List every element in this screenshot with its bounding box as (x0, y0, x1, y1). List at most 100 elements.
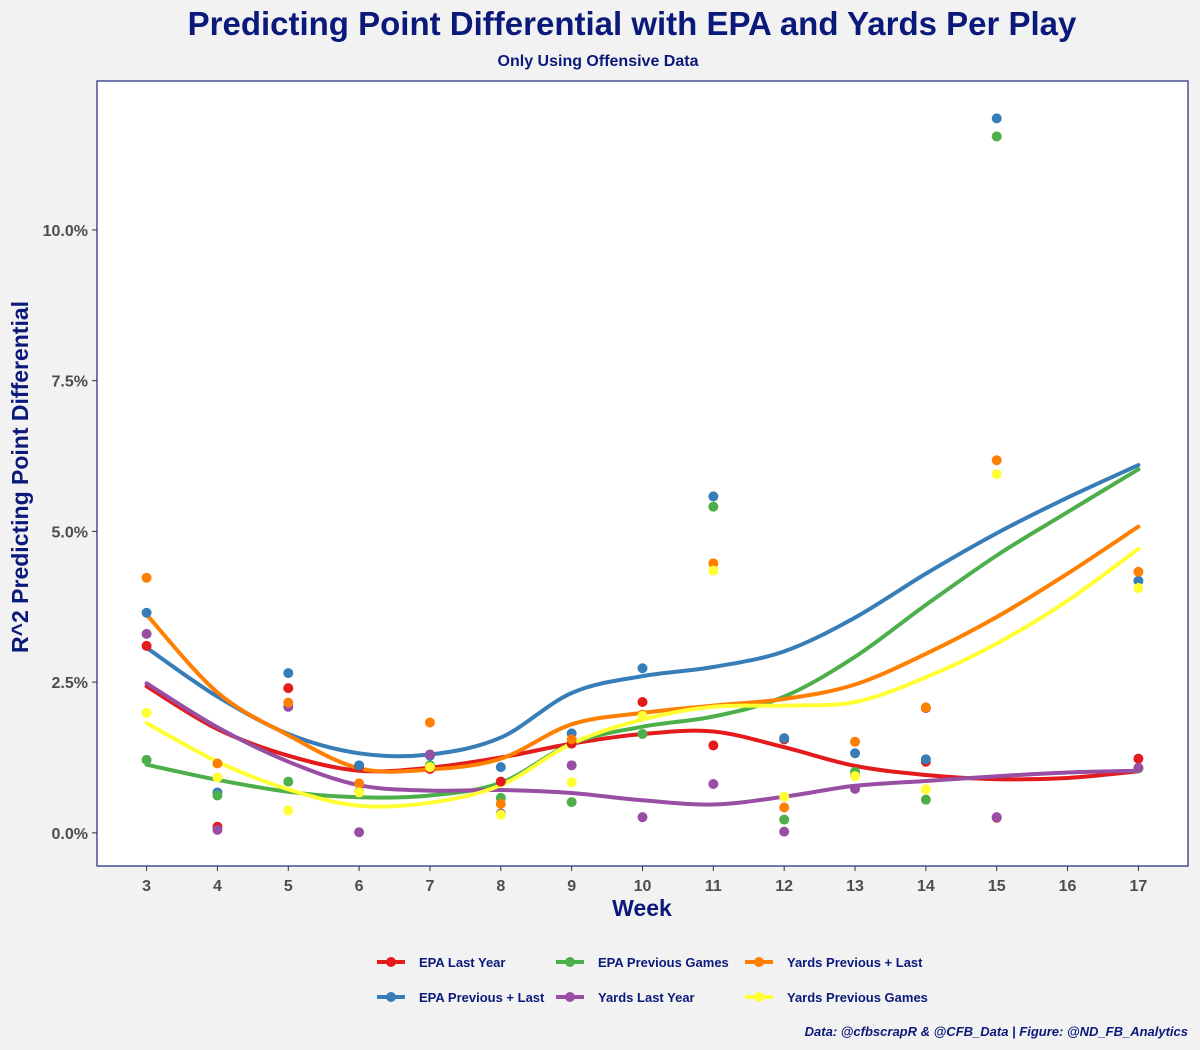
x-tick-label: 6 (355, 878, 364, 895)
data-point (991, 455, 1002, 466)
smooth-line-3 (144, 681, 1141, 807)
data-point (920, 754, 931, 765)
y-axis: 0.0% 2.5% 5.0% 7.5% 10.0% (43, 223, 97, 843)
legend-label: EPA Previous Games (598, 955, 729, 970)
data-point (920, 784, 931, 795)
x-tick-label: 15 (988, 878, 1006, 895)
legend-label: Yards Last Year (598, 990, 695, 1005)
legend-label: EPA Last Year (419, 955, 505, 970)
data-point (920, 702, 931, 713)
data-point (991, 131, 1002, 142)
data-point (495, 762, 506, 773)
data-point (141, 754, 152, 765)
data-point (708, 740, 719, 751)
data-point (424, 762, 435, 773)
data-points (141, 113, 1144, 838)
data-point (354, 827, 365, 838)
data-point (141, 572, 152, 583)
legend-key-point (386, 992, 396, 1002)
data-point (637, 812, 648, 823)
x-axis: 3 4 5 6 7 8 9 10 11 12 13 14 15 16 17 (142, 866, 1147, 895)
data-point (354, 778, 365, 789)
data-point (141, 707, 152, 718)
legend-label: EPA Previous + Last (419, 990, 545, 1005)
data-point (779, 826, 790, 837)
data-point (708, 491, 719, 502)
data-point (850, 783, 861, 794)
x-tick-label: 11 (705, 878, 722, 895)
data-point (637, 697, 648, 708)
data-point (850, 748, 861, 759)
x-tick-label: 3 (142, 878, 151, 895)
x-tick-label: 9 (567, 878, 576, 895)
data-point (424, 717, 435, 728)
data-point (637, 663, 648, 674)
data-point (708, 501, 719, 512)
x-tick-label: 13 (846, 878, 864, 895)
data-point (779, 733, 790, 744)
data-point (212, 772, 223, 783)
data-point (283, 668, 294, 679)
data-point (283, 683, 294, 694)
data-point (779, 791, 790, 802)
data-point (920, 794, 931, 805)
smooth-line-1 (144, 463, 1141, 759)
y-axis-title: R^2 Predicting Point Differential (7, 301, 33, 653)
x-tick-label: 16 (1059, 878, 1077, 895)
legend-key-point (386, 957, 396, 967)
data-point (1133, 762, 1144, 773)
data-point (141, 607, 152, 618)
data-point (141, 640, 152, 651)
data-point (850, 771, 861, 782)
data-point (1133, 583, 1144, 594)
data-point (283, 805, 294, 816)
data-point (495, 809, 506, 820)
x-tick-label: 10 (634, 878, 652, 895)
x-tick-label: 12 (775, 878, 793, 895)
x-tick-label: 5 (284, 878, 293, 895)
legend-key-point (565, 992, 575, 1002)
data-point (991, 469, 1002, 480)
data-point (708, 558, 719, 569)
data-point (566, 734, 577, 745)
data-point (779, 814, 790, 825)
data-point (212, 824, 223, 835)
x-tick-label: 8 (496, 878, 505, 895)
x-axis-title: Week (612, 895, 672, 921)
y-tick-label: 2.5% (52, 675, 88, 692)
data-point (212, 790, 223, 801)
data-point (708, 565, 719, 576)
data-point (850, 736, 861, 747)
data-point (708, 779, 719, 790)
data-point (991, 812, 1002, 823)
x-tick-label: 7 (426, 878, 435, 895)
data-point (354, 787, 365, 798)
x-tick-label: 4 (213, 878, 222, 895)
data-point (212, 758, 223, 769)
legend-key-point (565, 957, 575, 967)
data-point (1133, 575, 1144, 586)
legend-key-point (754, 992, 764, 1002)
data-point (779, 802, 790, 813)
data-point (354, 760, 365, 771)
legend-label: Yards Previous Games (787, 990, 928, 1005)
data-point (495, 798, 506, 809)
data-point (637, 728, 648, 739)
data-point (566, 777, 577, 788)
data-point (1133, 566, 1144, 577)
chart-subtitle: Only Using Offensive Data (498, 53, 699, 70)
data-point (991, 113, 1002, 124)
data-point (283, 697, 294, 708)
chart-title: Predicting Point Differential with EPA a… (188, 5, 1077, 42)
data-point (495, 776, 506, 787)
x-tick-label: 14 (917, 878, 935, 895)
legend-label: Yards Previous + Last (787, 955, 923, 970)
legend-key-point (754, 957, 764, 967)
legend: EPA Last Year EPA Previous + Last EPA Prev… (377, 955, 928, 1005)
y-tick-label: 5.0% (52, 524, 88, 541)
data-point (141, 628, 152, 639)
data-point (1133, 753, 1144, 764)
y-tick-label: 10.0% (43, 223, 88, 240)
data-point (566, 797, 577, 808)
